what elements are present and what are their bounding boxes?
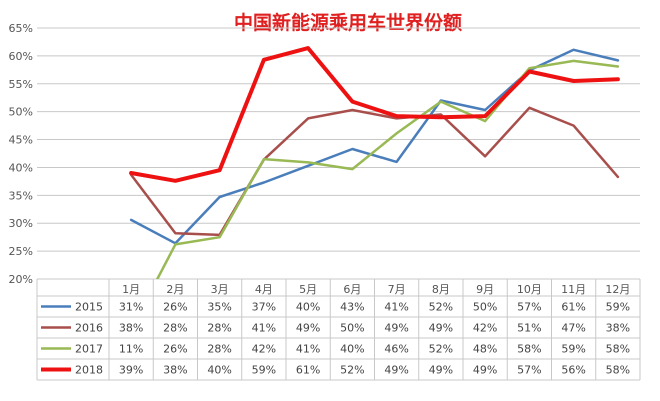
data-label: 42% (252, 343, 276, 356)
data-label: 26% (163, 343, 187, 356)
data-label: 56% (561, 364, 585, 377)
data-label: 61% (561, 301, 585, 314)
legend-label-2016: 2016 (75, 322, 103, 335)
data-label: 38% (119, 322, 143, 335)
data-label: 57% (517, 364, 541, 377)
legend-label-2017: 2017 (75, 343, 103, 356)
y-tick-label: 55% (9, 78, 33, 91)
data-label: 41% (296, 343, 320, 356)
data-label: 28% (207, 322, 231, 335)
x-tick-label: 11月 (561, 283, 586, 296)
x-tick-label: 7月 (388, 283, 406, 296)
data-label: 50% (340, 322, 364, 335)
data-label: 28% (163, 322, 187, 335)
x-tick-label: 3月 (211, 283, 229, 296)
data-label: 40% (296, 301, 320, 314)
data-label: 39% (119, 364, 143, 377)
x-tick-label: 8月 (432, 283, 450, 296)
y-tick-label: 25% (9, 245, 33, 258)
y-axis: 20% 25% 30% 35% 40% 45% 50% 55% 60% 65% (9, 22, 33, 286)
x-tick-label: 12月 (605, 283, 630, 296)
series-line-2018 (129, 46, 620, 183)
data-label: 38% (163, 364, 187, 377)
data-label: 52% (340, 364, 364, 377)
plot-area (129, 46, 620, 279)
y-tick-label: 40% (9, 161, 33, 174)
y-tick-label: 60% (9, 50, 33, 63)
data-label: 47% (561, 322, 585, 335)
x-tick-label: 5月 (299, 283, 317, 296)
series-line-2017 (155, 59, 620, 279)
x-tick-label: 10月 (517, 283, 542, 296)
data-label: 58% (517, 343, 541, 356)
data-label: 43% (340, 301, 364, 314)
chart-title: 中国新能源乘用车世界份额 (234, 11, 462, 34)
data-label: 46% (384, 343, 408, 356)
y-tick-label: 50% (9, 106, 33, 119)
data-label: 31% (119, 301, 143, 314)
data-label: 49% (429, 364, 453, 377)
data-label: 49% (296, 322, 320, 335)
x-tick-label: 1月 (122, 283, 140, 296)
data-label: 59% (252, 364, 276, 377)
data-label: 49% (429, 322, 453, 335)
series-line-2016 (129, 106, 620, 237)
data-label: 61% (296, 364, 320, 377)
data-label: 48% (473, 343, 497, 356)
y-tick-label: 45% (9, 134, 33, 147)
data-label: 59% (561, 343, 585, 356)
data-label: 57% (517, 301, 541, 314)
data-label: 26% (163, 301, 187, 314)
data-label: 58% (606, 343, 630, 356)
data-label: 37% (252, 301, 276, 314)
y-tick-label: 65% (9, 22, 33, 35)
data-label: 42% (473, 322, 497, 335)
y-tick-label: 30% (9, 217, 33, 230)
x-tick-label: 6月 (343, 283, 361, 296)
legend-label-2015: 2015 (75, 301, 103, 314)
y-tick-label: 35% (9, 189, 33, 202)
data-label: 51% (517, 322, 541, 335)
data-label: 52% (429, 301, 453, 314)
x-tick-label: 2月 (166, 283, 184, 296)
data-label: 41% (384, 301, 408, 314)
data-label: 58% (606, 364, 630, 377)
legend-label-2018: 2018 (75, 364, 103, 377)
data-label: 11% (119, 343, 143, 356)
data-label: 41% (252, 322, 276, 335)
data-label: 49% (384, 322, 408, 335)
data-label: 40% (340, 343, 364, 356)
data-label: 50% (473, 301, 497, 314)
data-label: 52% (429, 343, 453, 356)
data-label: 40% (207, 364, 231, 377)
y-tick-label: 20% (9, 273, 33, 286)
data-label: 49% (473, 364, 497, 377)
x-tick-label: 4月 (255, 283, 273, 296)
data-label: 59% (606, 301, 630, 314)
data-label: 49% (384, 364, 408, 377)
data-label: 35% (207, 301, 231, 314)
data-label: 28% (207, 343, 231, 356)
x-tick-label: 9月 (476, 283, 494, 296)
data-label: 38% (606, 322, 630, 335)
data-table: 1月 2月 3月 4月 5月 6月 7月 8月 9月 10月 11月 12月 2015 31% 26% 35%… (36, 279, 641, 381)
